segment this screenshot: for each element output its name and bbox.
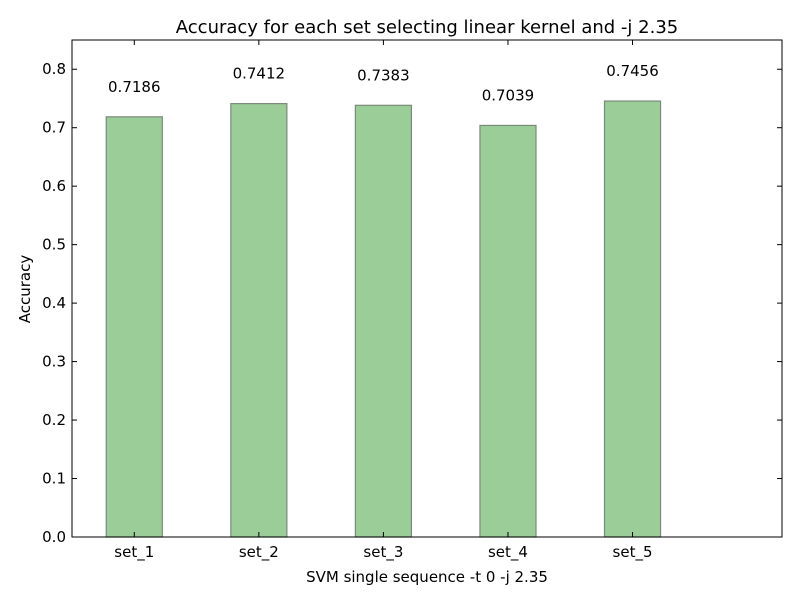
- bar-set_3: [354, 104, 413, 538]
- y-tick-label-8: 0.8: [42, 60, 66, 78]
- chart-title: Accuracy for each set selecting linear k…: [176, 17, 678, 38]
- bar-set_2: [230, 103, 288, 538]
- bar-set_1: [105, 116, 163, 538]
- data-label-set_3: 0.7383: [357, 66, 410, 84]
- x-tick-label-set_4: set_4: [488, 543, 528, 562]
- y-tick-label-5: 0.5: [42, 236, 66, 254]
- x-tick-label-set_3: set_3: [363, 543, 403, 562]
- data-label-set_1: 0.7186: [108, 78, 161, 96]
- y-tick-label-2: 0.2: [42, 411, 66, 429]
- y-axis-label: Accuracy: [16, 255, 34, 324]
- bars-layer: [105, 100, 662, 538]
- y-tick-label-7: 0.7: [42, 119, 66, 137]
- y-tick-label-6: 0.6: [42, 177, 66, 195]
- ticks-layer: set_1 set_2 set_3 set_4 set_5 0.0 0.1 0.2 0.3 0.4…: [42, 40, 782, 562]
- y-tick-label-3: 0.3: [42, 353, 66, 371]
- y-tick-label-0: 0.0: [42, 528, 66, 546]
- x-axis-label: SVM single sequence -t 0 -j 2.35: [306, 568, 548, 586]
- y-tick-label-4: 0.4: [42, 294, 66, 312]
- data-label-set_4: 0.7039: [482, 86, 535, 104]
- x-tick-label-set_1: set_1: [114, 543, 154, 562]
- bar-set_5: [603, 100, 662, 538]
- data-label-set_2: 0.7412: [233, 65, 286, 83]
- bar-set_4: [479, 124, 537, 538]
- x-tick-label-set_5: set_5: [613, 543, 653, 562]
- x-tick-label-set_2: set_2: [239, 543, 279, 562]
- data-labels-layer: 0.7186 0.7412 0.7383 0.7039 0.7456: [108, 62, 659, 104]
- data-label-set_5: 0.7456: [606, 62, 659, 80]
- y-tick-label-1: 0.1: [42, 470, 66, 488]
- plot-frame: [71, 39, 783, 538]
